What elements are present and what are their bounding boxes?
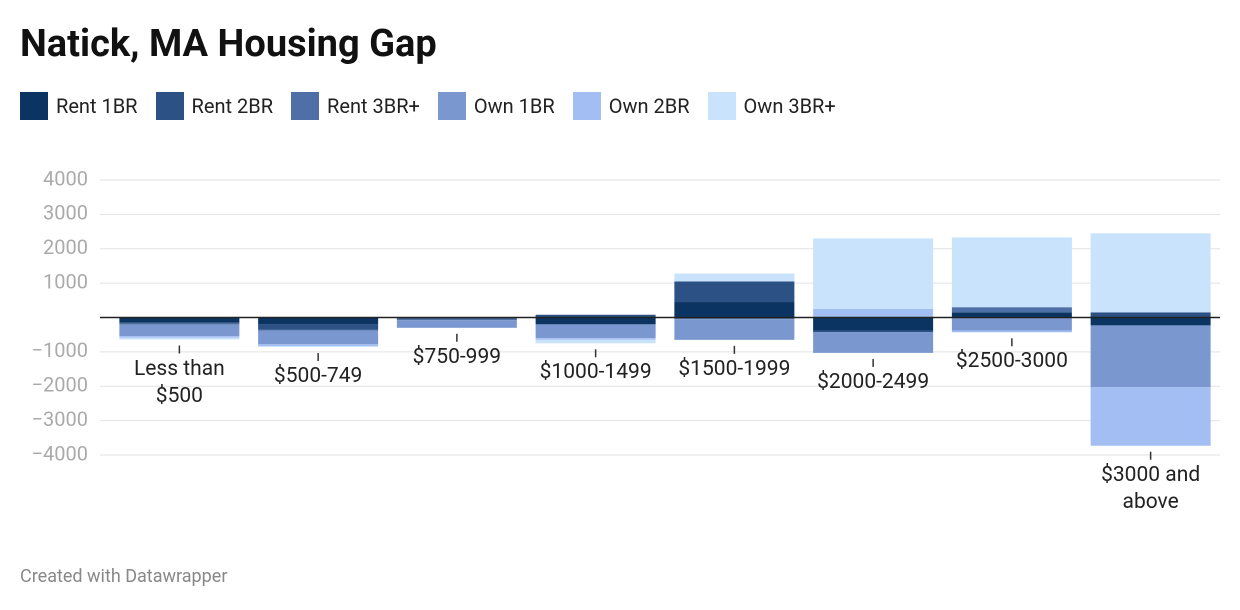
bar-segment xyxy=(535,324,656,339)
bar-segment xyxy=(119,323,240,325)
legend-item: Own 3BR+ xyxy=(707,92,836,120)
bar-segment xyxy=(951,237,1072,308)
bar-segment xyxy=(813,317,934,331)
bar-segment xyxy=(1090,325,1211,388)
x-tick-label: $1500-1999 xyxy=(678,356,791,381)
chart-title: Natick, MA Housing Gap xyxy=(20,22,437,66)
x-tick-label: $2500-3000 xyxy=(955,349,1068,374)
legend-label: Rent 1BR xyxy=(56,94,138,118)
y-tick-label: −4000 xyxy=(32,441,88,465)
bar-segment xyxy=(1090,387,1211,446)
bar-segment xyxy=(951,307,1072,313)
legend-label: Own 3BR+ xyxy=(743,94,836,118)
legend-swatch xyxy=(437,92,466,120)
bar-segment xyxy=(396,318,517,321)
bar-segment xyxy=(119,336,240,338)
bar-segment xyxy=(1090,317,1211,326)
bar-segment xyxy=(535,339,656,344)
legend-item: Rent 2BR xyxy=(155,92,274,120)
x-tick-label: $500-749 xyxy=(273,364,363,389)
bar-segment xyxy=(674,281,795,303)
bar-segment xyxy=(535,338,656,340)
bar-segment xyxy=(396,320,517,328)
x-tick-label: $1000-1499 xyxy=(539,360,652,385)
bar-segment xyxy=(258,346,379,348)
y-tick-label: −1000 xyxy=(32,338,88,362)
bar-segment xyxy=(119,324,240,337)
y-tick-label: −2000 xyxy=(32,373,88,397)
legend-item: Own 1BR xyxy=(437,92,555,120)
legend-swatch xyxy=(20,92,48,120)
y-tick-label: 2000 xyxy=(43,235,88,259)
bar-segment xyxy=(258,344,379,347)
bar-segment xyxy=(674,273,795,282)
bar-segment xyxy=(813,308,934,318)
bar-segment xyxy=(258,329,379,331)
x-tick-label: Less than $500 xyxy=(133,356,225,408)
legend: Rent 1BR Rent 2BR Rent 3BR+ Own 1BR Own 2BR O… xyxy=(20,92,836,120)
bar-segment xyxy=(813,332,934,353)
legend-label: Own 2BR xyxy=(608,94,690,118)
bar-segment xyxy=(951,312,1072,318)
legend-swatch xyxy=(572,92,601,120)
bar-segment xyxy=(674,319,795,340)
bar-segment xyxy=(813,330,934,333)
bar-segment xyxy=(674,317,795,320)
legend-swatch xyxy=(291,92,320,120)
y-tick-label: 3000 xyxy=(43,201,88,225)
x-tick-label: $2000-2499 xyxy=(817,369,930,394)
bar-segment xyxy=(674,302,795,318)
legend-swatch xyxy=(155,92,184,120)
bar-segment xyxy=(951,330,1072,333)
bar-segment xyxy=(1090,233,1211,313)
bar-segment xyxy=(119,322,240,324)
bar-segment xyxy=(951,317,1072,331)
bar-segment xyxy=(119,317,240,323)
legend-item: Rent 3BR+ xyxy=(291,92,420,120)
y-tick-label: 1000 xyxy=(43,269,88,293)
x-tick-label: $750-999 xyxy=(412,344,502,369)
footer: Created with Datawrapper xyxy=(20,566,228,587)
bar-segment xyxy=(258,330,379,345)
legend-item: Own 2BR xyxy=(572,92,690,120)
y-tick-label: −3000 xyxy=(32,407,88,431)
bar-segment xyxy=(258,317,379,325)
legend-label: Rent 2BR xyxy=(191,94,274,118)
y-tick-label: 4000 xyxy=(43,166,88,190)
legend-item: Rent 1BR xyxy=(20,92,138,120)
bar-segment xyxy=(813,238,934,309)
bar-segment xyxy=(1090,312,1211,318)
bar-segment xyxy=(535,317,656,325)
legend-label: Own 1BR xyxy=(473,94,555,118)
legend-swatch xyxy=(707,92,736,120)
x-tick-label: $3000 and above xyxy=(1101,462,1201,514)
bar-segment xyxy=(119,337,240,340)
legend-label: Rent 3BR+ xyxy=(327,94,420,118)
bar-segment xyxy=(535,314,656,318)
bar-segment xyxy=(258,324,379,330)
